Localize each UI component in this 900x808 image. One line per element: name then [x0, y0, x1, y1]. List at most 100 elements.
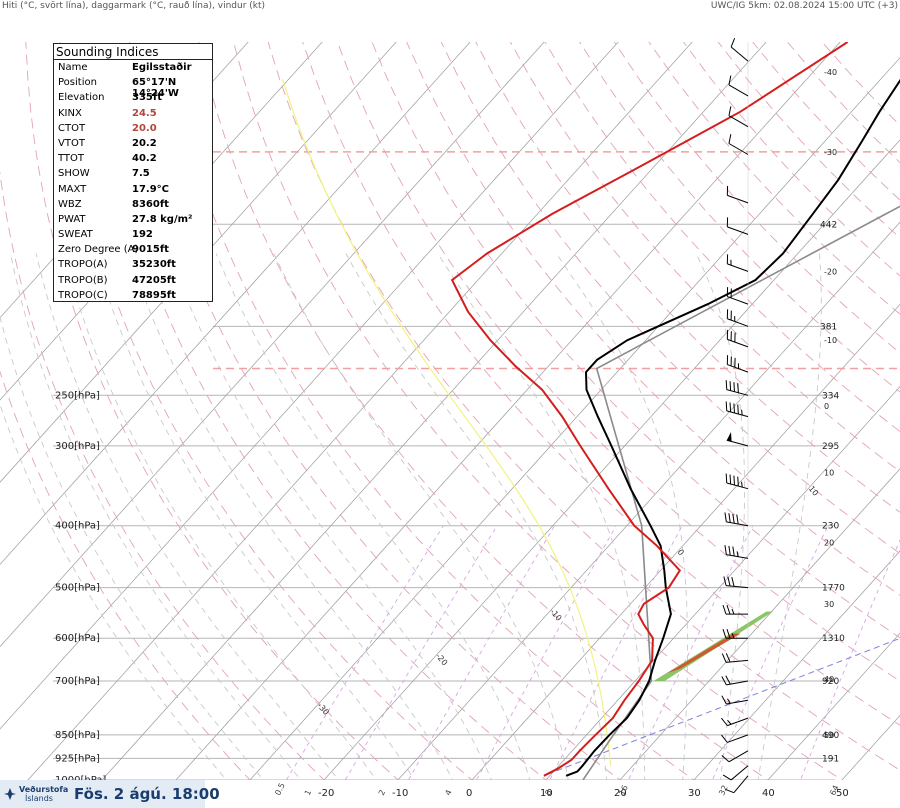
- top-bar: Hiti (°C, svört lína), daggarmark (°C, r…: [0, 0, 900, 14]
- isotherm-line: [619, 468, 900, 780]
- indices-row: TROPO(B) 47205ft: [54, 273, 212, 288]
- wind-barb: [721, 653, 749, 663]
- right-temp-label: -30: [824, 148, 837, 157]
- isotherm-line: [0, 42, 323, 401]
- isotherm-line: [0, 42, 545, 648]
- wind-barb: [728, 134, 749, 155]
- moist-adiabat-line: [63, 253, 377, 780]
- cape-core: [667, 633, 741, 673]
- isotherm-line: [397, 221, 900, 780]
- dry-adiabat-line: [25, 42, 399, 780]
- moist-adiabat-line: [35, 253, 339, 780]
- mixing-ratio-line: [549, 525, 683, 780]
- isotherm-label: -10: [548, 607, 563, 623]
- index-name: KINX: [58, 107, 82, 119]
- index-name: SWEAT: [58, 229, 93, 241]
- index-name: VTOT: [58, 137, 85, 149]
- mixing-ratio-line: [800, 539, 900, 780]
- moist-adiabat-line: [437, 253, 646, 780]
- right-temp-label: 20: [824, 539, 834, 548]
- dry-adiabat-line: [509, 42, 900, 473]
- indices-row: TROPO(A) 35230ft: [54, 257, 212, 272]
- logo-line2: Íslands: [25, 794, 53, 803]
- mixing-ratio-label: 32: [717, 784, 729, 797]
- pressure-label: 300[hPa]: [55, 441, 100, 452]
- wind-barb: [726, 185, 749, 204]
- logo-line1: Veðurstofa: [19, 785, 69, 794]
- mixing-ratio-label: 4: [443, 788, 453, 796]
- pressure-label: 600[hPa]: [55, 633, 100, 644]
- isotherm-line: [27, 42, 693, 780]
- height-label: 920: [822, 677, 839, 687]
- index-value: 27.8 kg/m²: [132, 213, 193, 225]
- mixing-ratio-line: [711, 525, 829, 780]
- indices-row: WBZ 8360ft: [54, 197, 212, 212]
- wind-barb: [726, 287, 749, 305]
- index-value: 47205ft: [132, 274, 176, 286]
- isotherm-line: [0, 42, 619, 730]
- moist-adiabat-line: [0, 315, 265, 780]
- dry-adiabat-line: [717, 42, 900, 239]
- mixing-ratio-line: [628, 525, 754, 780]
- valid-date-label: Fös. 2 ágú. 18:00: [74, 785, 220, 803]
- isotherm-line: [0, 42, 397, 483]
- indices-row: SWEAT 192: [54, 227, 212, 242]
- wind-barb: [728, 106, 749, 128]
- vedurstofa-logo: Veðurstofa Íslands: [3, 783, 68, 805]
- index-name: PWAT: [58, 213, 86, 225]
- moist-adiabat-line: [345, 253, 608, 780]
- isotherm-line: [767, 632, 900, 780]
- index-value: 40.2: [132, 153, 157, 165]
- moist-adiabat-line: [556, 253, 688, 780]
- index-value: Egilsstaðir: [132, 62, 192, 73]
- chart-description: Hiti (°C, svört lína), daggarmark (°C, r…: [2, 1, 266, 11]
- x-tick-label: -20: [318, 788, 334, 799]
- isotherm-label: -20: [434, 652, 449, 668]
- lcl-reference-line: [547, 637, 900, 775]
- wind-barb: [721, 675, 749, 686]
- moist-adiabat-line: [215, 253, 531, 780]
- mixing-ratio-label: 2: [377, 788, 387, 796]
- isotherm-line: [101, 42, 767, 780]
- indices-title: Sounding Indices: [54, 44, 212, 60]
- height-label: 1310: [822, 634, 845, 644]
- indices-row: Zero Degree (A) 9015ft: [54, 242, 212, 257]
- wind-barb: [722, 604, 748, 615]
- wind-barb: [721, 695, 749, 705]
- wind-barb: [722, 629, 748, 639]
- moist-adiabat-line: [273, 253, 569, 780]
- isotherm-line: [0, 42, 471, 565]
- index-value: 7.5: [132, 168, 150, 180]
- indices-row: KINX 24.5: [54, 106, 212, 121]
- dry-adiabat-line: [648, 42, 900, 315]
- mixing-ratio-line: [285, 525, 444, 780]
- index-name: CTOT: [58, 122, 86, 134]
- indices-row: CTOT 20.0: [54, 121, 212, 136]
- moist-adiabat-line: [10, 253, 302, 780]
- wind-barb: [726, 329, 749, 348]
- dry-adiabat-line: [0, 370, 251, 780]
- index-name: TROPO(B): [58, 274, 108, 286]
- index-value: 35230ft: [132, 259, 176, 271]
- x-tick-label: 50: [836, 788, 849, 799]
- height-label: 442: [820, 220, 837, 230]
- pressure-label: 700[hPa]: [55, 676, 100, 687]
- isotherm-line: [545, 386, 900, 780]
- isotherm-label: 0: [676, 548, 686, 558]
- wind-barb: [725, 380, 749, 396]
- pressure-label: 400[hPa]: [55, 521, 100, 532]
- right-temp-label: 40: [824, 675, 834, 684]
- temperature-line: [565, 78, 900, 777]
- dry-adiabat-line: [163, 42, 695, 780]
- dry-adiabat-line: [94, 42, 547, 780]
- moist-adiabat-line: [168, 253, 492, 780]
- height-label: 381: [820, 322, 837, 332]
- x-tick-label: 10: [540, 788, 553, 799]
- index-value: 24.5: [132, 107, 157, 119]
- model-run-label: UWC/IG 5km: 02.08.2024 15:00 UTC (+3): [710, 1, 898, 11]
- wind-barb: [721, 717, 749, 727]
- mixing-ratio-label: 16: [617, 784, 629, 797]
- wind-barb: [725, 473, 749, 490]
- moist-adiabat-line: [128, 253, 454, 780]
- right-temp-label: 50: [824, 731, 834, 740]
